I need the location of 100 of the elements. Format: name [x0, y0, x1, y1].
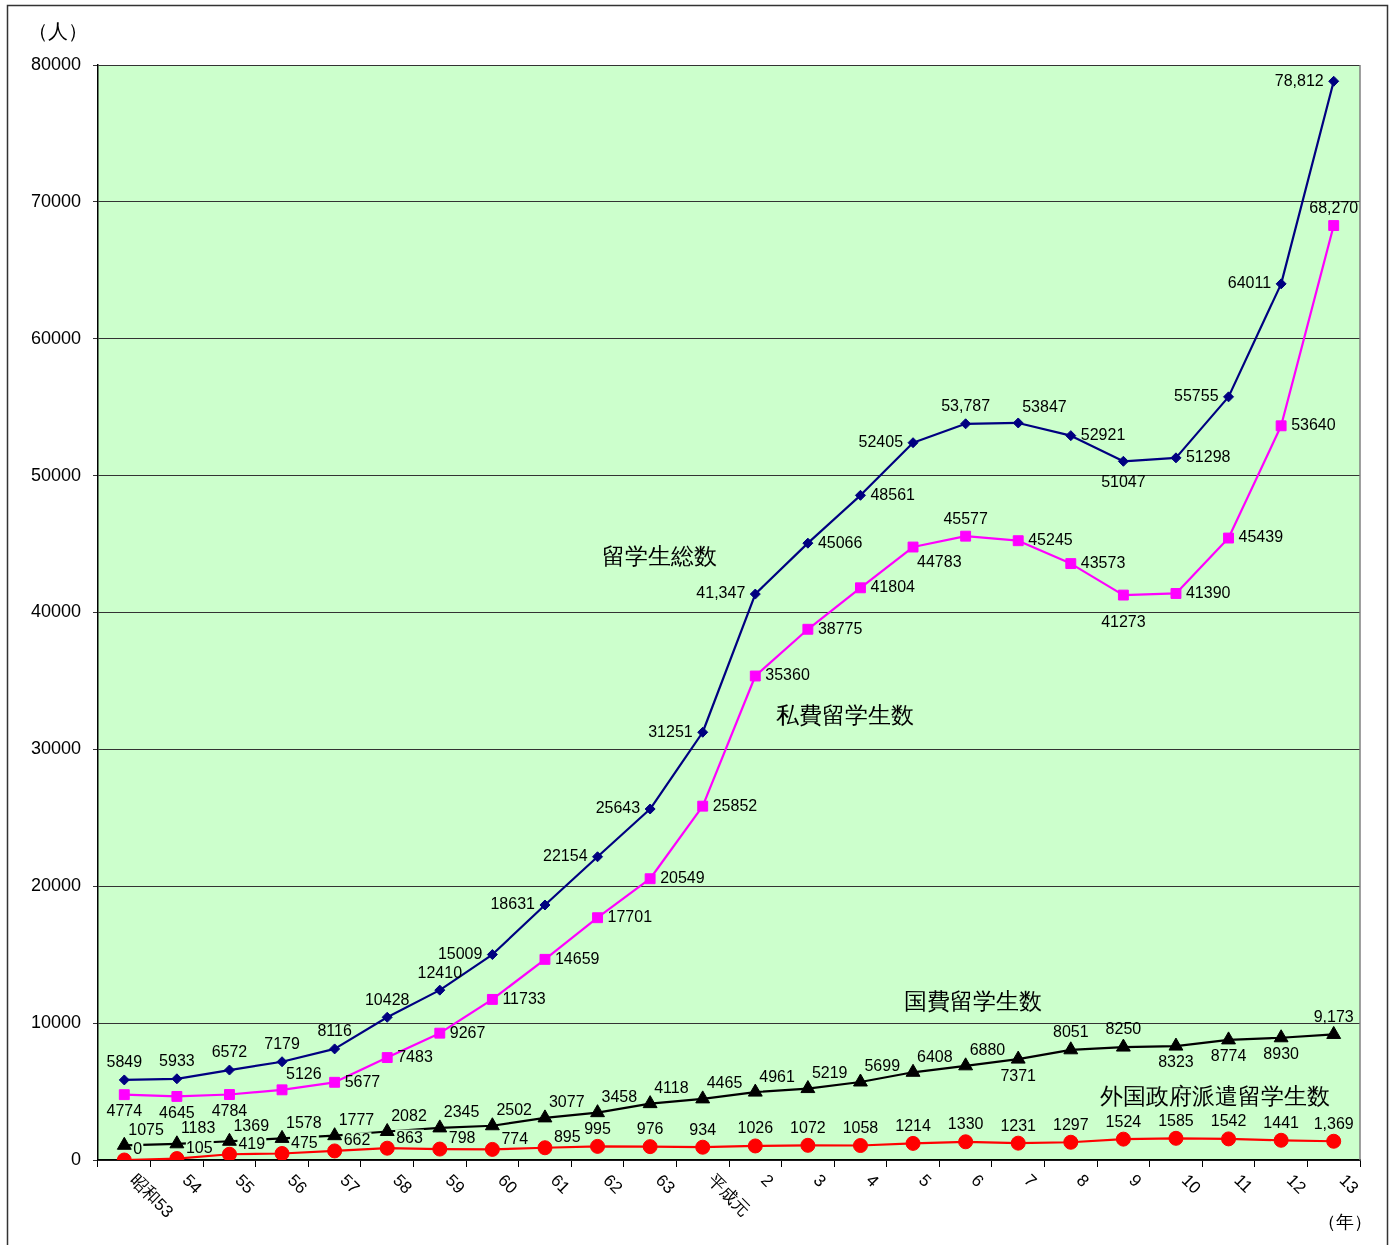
point [1273, 1029, 1289, 1043]
point [749, 670, 761, 682]
point [486, 949, 498, 961]
data-label: 7371 [1000, 1066, 1037, 1084]
point [223, 1064, 235, 1076]
point [169, 1135, 185, 1149]
point [379, 1140, 395, 1156]
point [852, 1138, 868, 1154]
point [118, 1074, 130, 1086]
point [1065, 558, 1077, 570]
point [276, 1056, 288, 1068]
point [118, 1089, 130, 1101]
data-label: 8051 [1052, 1023, 1089, 1041]
data-label: 2502 [496, 1101, 533, 1119]
data-label: 1585 [1158, 1111, 1194, 1129]
point [905, 1063, 921, 1077]
point [434, 1027, 446, 1039]
data-label: 6880 [969, 1041, 1006, 1059]
data-label: 51298 [1185, 448, 1231, 466]
point [590, 1138, 606, 1154]
point [907, 437, 919, 449]
point [1326, 1025, 1342, 1039]
point [486, 993, 498, 1005]
point [1117, 455, 1129, 467]
data-label: 53,787 [941, 397, 991, 415]
data-label: 22154 [543, 847, 588, 865]
x-tick-label: 62 [599, 1170, 627, 1198]
series-label: 留学生総数 [602, 543, 718, 570]
data-label: 14659 [554, 949, 600, 967]
data-label: 5677 [344, 1072, 381, 1090]
data-label: 53847 [1022, 398, 1067, 416]
point [381, 1052, 393, 1064]
data-label: 78,812 [1274, 71, 1324, 89]
y-tick-label: 80000 [30, 53, 81, 74]
x-tick-label: 58 [389, 1170, 416, 1198]
data-label: 5699 [864, 1057, 901, 1075]
data-label: 41273 [1101, 613, 1146, 631]
data-label: 5219 [811, 1063, 848, 1081]
point [905, 1135, 921, 1151]
data-label: 64011 [1227, 274, 1272, 292]
data-label: 1578 [286, 1113, 322, 1131]
point [642, 1139, 658, 1155]
point [802, 537, 814, 549]
data-label: 419 [238, 1134, 266, 1152]
data-label: 35360 [765, 666, 810, 684]
data-label: 1,369 [1313, 1114, 1354, 1132]
series-label: 国費留学生数 [903, 987, 1042, 1014]
x-tick-label: 56 [283, 1170, 311, 1198]
data-label: 863 [396, 1128, 424, 1146]
data-label: 1026 [737, 1119, 774, 1137]
y-tick-label: 60000 [30, 327, 81, 348]
data-label: 1231 [1000, 1116, 1037, 1134]
point [434, 984, 446, 996]
point [958, 1057, 974, 1071]
point [381, 1011, 393, 1023]
point [1170, 452, 1182, 464]
x-tick-label: 57 [336, 1170, 364, 1198]
data-label: 10428 [364, 990, 410, 1008]
data-label: 52405 [858, 433, 904, 451]
data-label: 1441 [1263, 1113, 1300, 1131]
data-label: 48561 [870, 485, 916, 503]
point [1273, 1132, 1289, 1148]
data-label: 9267 [449, 1023, 486, 1041]
data-label: 41390 [1185, 583, 1231, 601]
point [644, 873, 656, 885]
y-axis-title: （人） [28, 19, 88, 42]
data-label: 1369 [233, 1116, 270, 1134]
data-label: 1542 [1210, 1112, 1247, 1130]
data-label: 1075 [128, 1120, 164, 1138]
data-label: 1183 [180, 1119, 216, 1137]
data-label: 1777 [338, 1111, 375, 1129]
point [747, 1083, 763, 1097]
point [171, 1073, 183, 1085]
data-label: 12410 [417, 963, 463, 981]
data-label: 2345 [443, 1103, 480, 1121]
point [592, 851, 604, 863]
point [537, 1109, 553, 1123]
y-tick-label: 20000 [30, 875, 81, 896]
data-label: 41804 [870, 578, 916, 596]
x-axis-title: （年） [1318, 1211, 1372, 1232]
point [1115, 1131, 1131, 1147]
point [224, 1089, 235, 1100]
point [697, 726, 709, 738]
x-tick-label: 5 [914, 1170, 936, 1191]
point [539, 953, 551, 965]
x-tick-label: 8 [1072, 1170, 1093, 1191]
x-tick-label: 61 [546, 1170, 574, 1198]
point [274, 1129, 290, 1143]
data-label: 3458 [601, 1088, 638, 1106]
point [329, 1076, 341, 1088]
data-label: 1058 [842, 1118, 879, 1136]
x-tick-label: 11 [1230, 1170, 1257, 1197]
point [749, 588, 761, 600]
data-label: 45066 [817, 533, 863, 551]
data-label: 934 [689, 1120, 717, 1138]
point [171, 1090, 183, 1102]
data-label: 5126 [286, 1065, 322, 1083]
point [484, 1117, 500, 1131]
point [329, 1043, 341, 1055]
data-label: 7483 [397, 1047, 433, 1065]
